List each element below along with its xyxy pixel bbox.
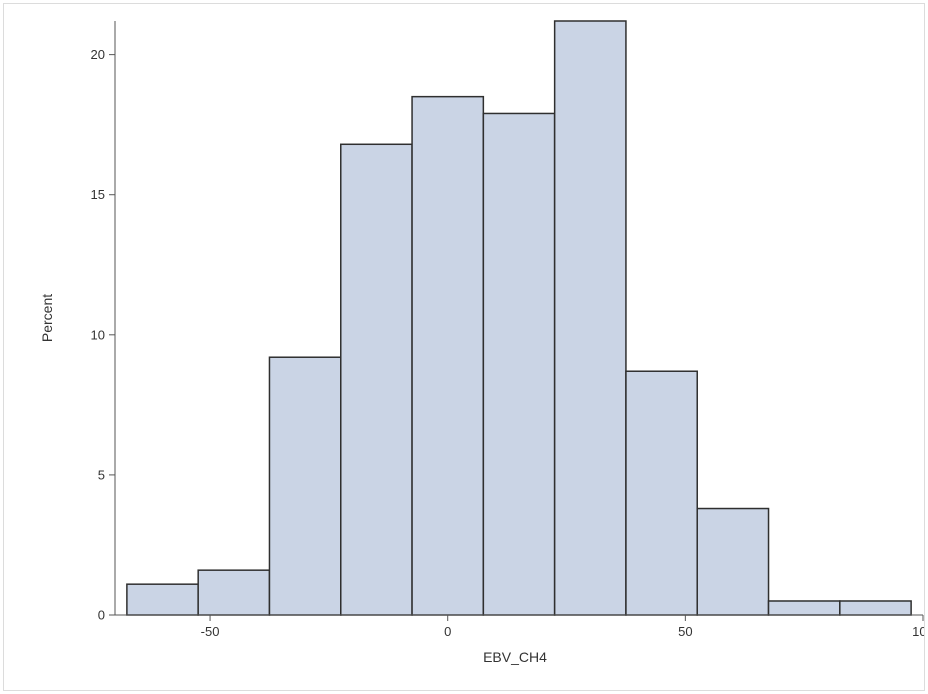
histogram-bar-3 [268, 356, 342, 616]
histogram-bar-5 [411, 95, 485, 616]
histogram-bar-10 [767, 600, 841, 616]
x-axis-title: EBV_CH4 [483, 649, 547, 665]
y-tick-label: 10 [91, 327, 105, 342]
x-tick-label: 0 [444, 624, 451, 639]
histogram-bar-4 [340, 143, 413, 616]
x-tick-label: -50 [201, 624, 220, 639]
y-tick-label: 15 [91, 187, 105, 202]
chart-frame: 0 5 10 15 20 -50 0 50 100 Percent EBV_CH4 [3, 3, 925, 691]
histogram-bar-2 [197, 569, 271, 616]
histogram-bar-6 [482, 112, 556, 616]
y-axis-title: Percent [39, 294, 55, 342]
histogram-chart: 0 5 10 15 20 -50 0 50 100 Percent EBV_CH4 [39, 20, 924, 665]
y-tick-label: 20 [91, 47, 105, 62]
histogram-bar-8 [625, 370, 698, 616]
histogram-bar-1 [126, 583, 199, 616]
bars-group [126, 20, 912, 616]
y-tick-label: 5 [98, 467, 105, 482]
histogram-bar-11 [839, 600, 912, 616]
y-tick-label: 0 [98, 608, 105, 623]
x-tick-label: 100 [912, 624, 924, 639]
histogram-bar-7 [553, 20, 627, 616]
x-tick-label: 50 [678, 624, 692, 639]
histogram-bar-9 [696, 507, 770, 616]
axes-group: 0 5 10 15 20 -50 0 50 100 [91, 21, 924, 639]
